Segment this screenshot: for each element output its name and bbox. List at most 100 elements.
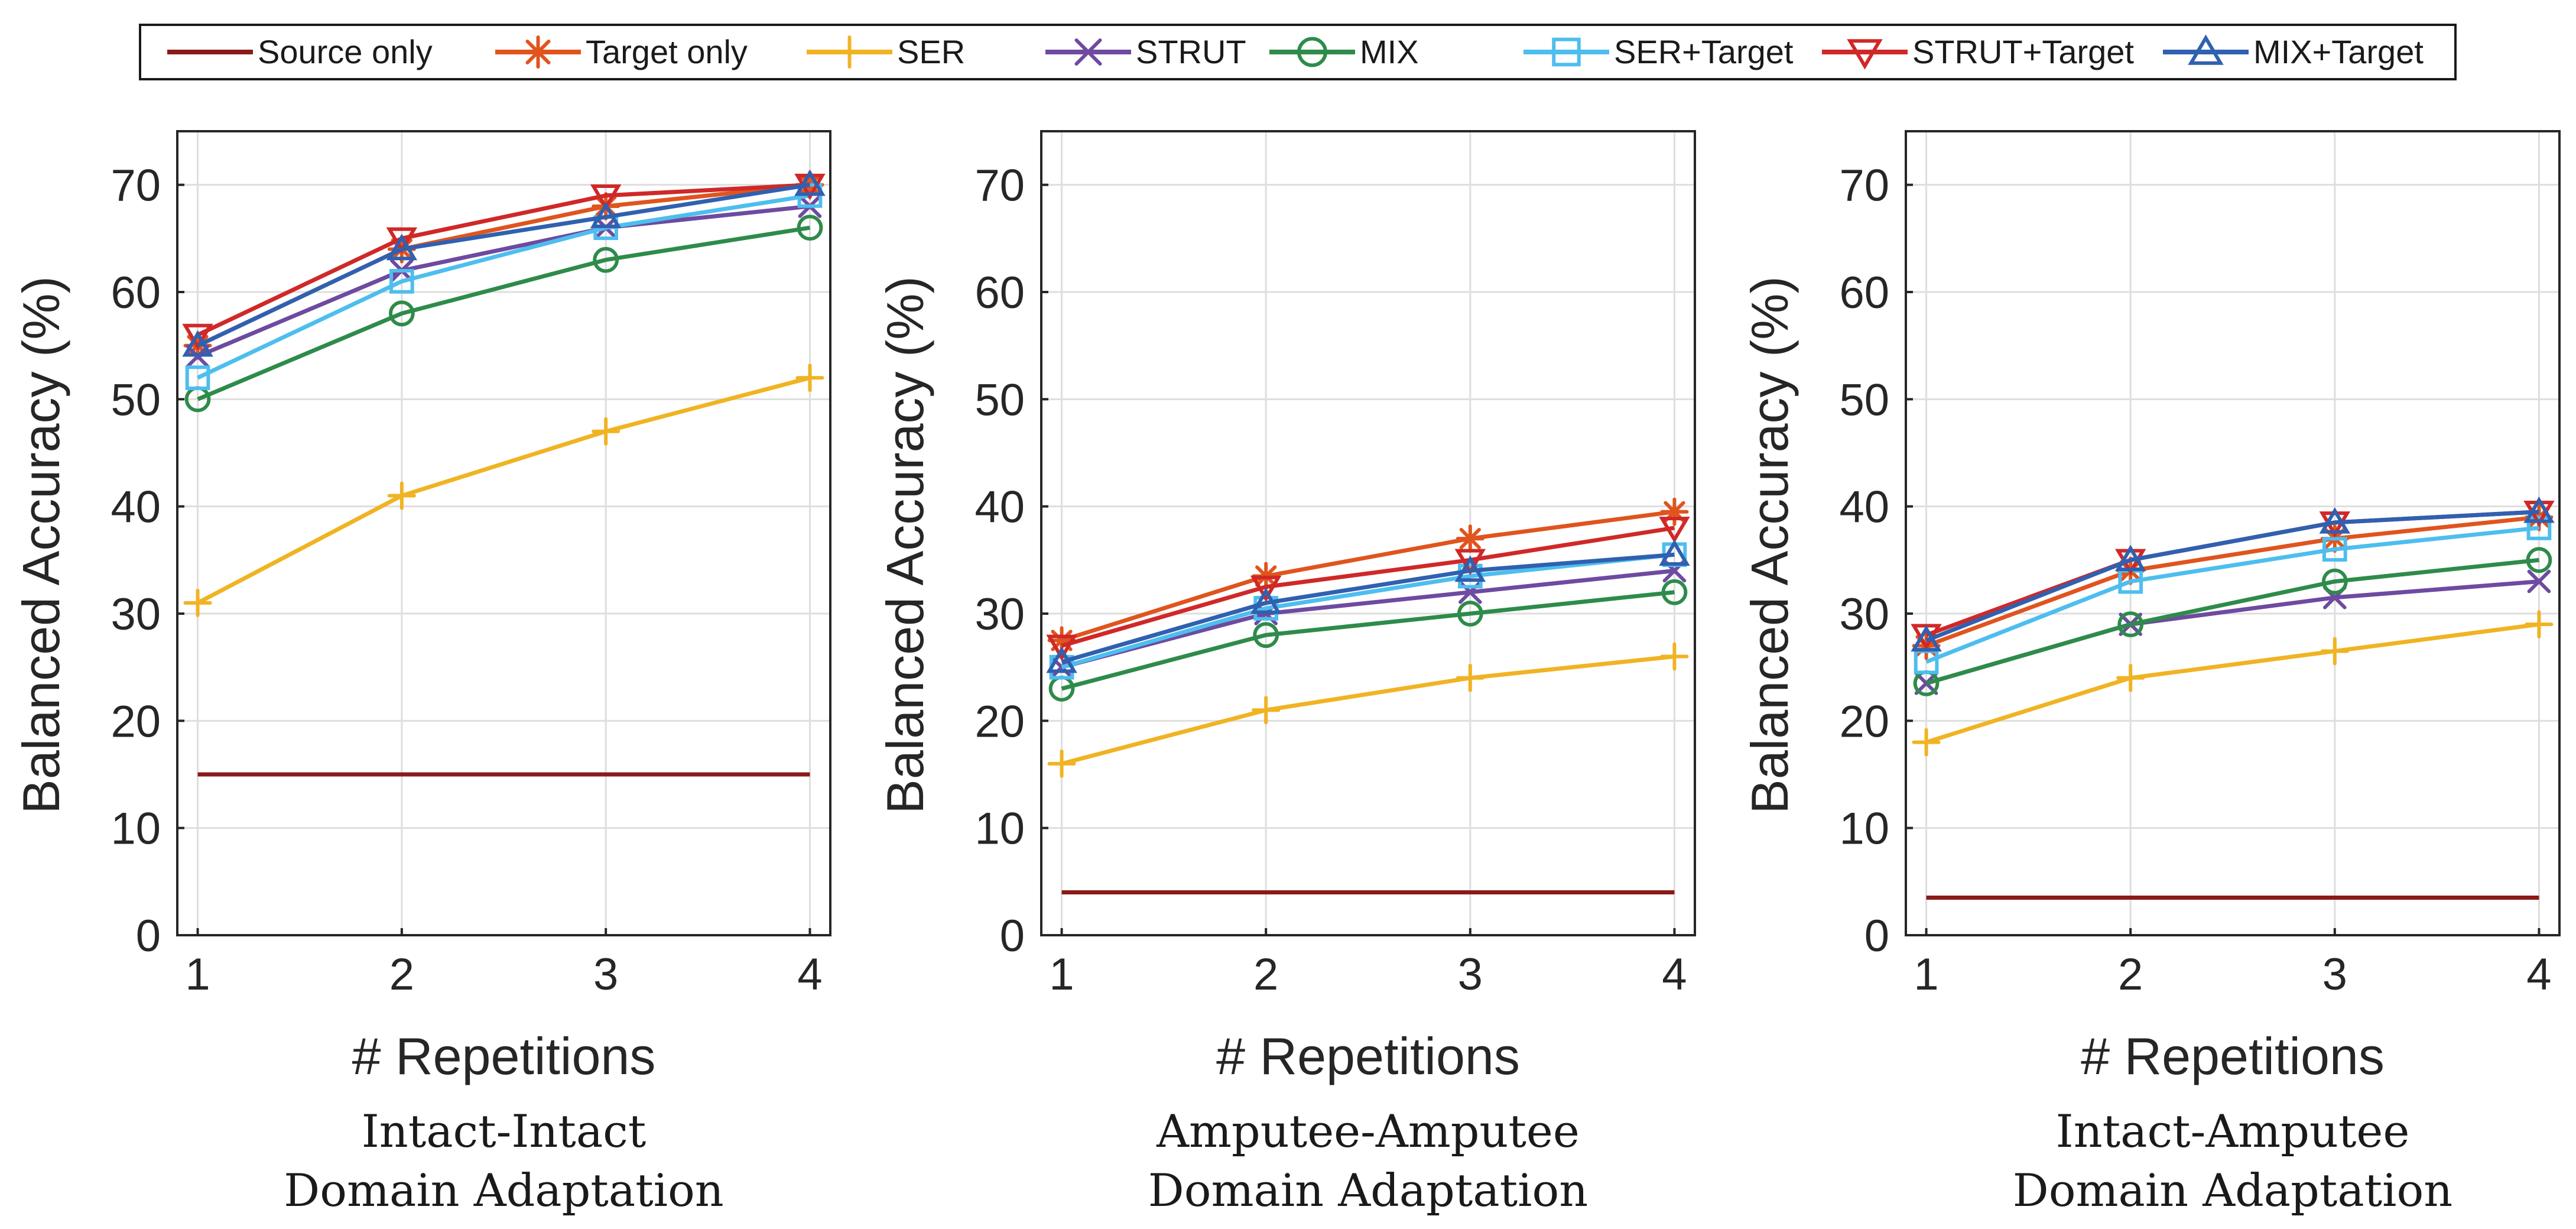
legend-marker-strut-target [1847,39,1883,70]
data-point-mix-target-3 [590,202,622,228]
data-point-ser-3 [1456,663,1484,692]
xtick-label-3: 3 [593,949,618,1000]
data-point-mix-3 [2321,568,2348,595]
series-mix-target [182,169,826,357]
legend-marker-mix-target [2188,34,2224,65]
legend-entry-mix: MIX [1269,33,1419,70]
ytick-label-20: 20 [974,696,1025,747]
series-line-mix-target [197,183,811,348]
ytick-label-0: 0 [1864,911,1889,961]
xtick-label-1: 1 [1914,949,1938,1000]
series-line-ser [196,375,811,605]
legend-marker-target-only [521,35,555,69]
series-line-mix-target [1061,552,1675,664]
legend-entry-ser: SER [807,33,965,70]
legend-marker-ser [833,35,866,69]
series-line-ser [1061,654,1675,766]
series-line-strut-target [1061,526,1675,648]
data-point-ser-target-2 [389,269,414,294]
series-mix-target [1046,539,1690,673]
data-point-ser-2 [2116,663,2145,692]
chart-panel-3: 0 10 20 30 40 50 60 70 1 2 3 4 # Repetitions Balanced… [1740,130,2561,1217]
data-point-ser-1 [1912,728,1941,757]
data-point-mix-2 [388,300,415,327]
axes-box [1040,130,1696,936]
legend-marker-strut [1074,38,1102,66]
ytick-label-40: 40 [974,482,1025,533]
xtick-label-2: 2 [389,949,414,1000]
series-line-target-only [1061,510,1675,643]
legend-entry-ser-target: SER+Target [1523,33,1794,70]
data-point-mix-2 [2117,611,2144,638]
series-ser [183,364,824,617]
data-point-strut-target-2 [386,227,418,254]
data-point-mix-target-4 [1659,539,1690,566]
legend-entry-strut: STRUT [1045,33,1246,70]
xtick-label-1: 1 [1049,949,1074,1000]
series-line-mix [1925,557,2539,686]
ytick-label-30: 30 [111,589,161,640]
chart-caption-line-1: Intact-Intact [362,1105,647,1157]
plot-area [1906,131,2559,935]
ytick-label-50: 50 [1839,375,1889,425]
xtick-label-3: 3 [1458,949,1483,1000]
data-point-ser-4 [1660,642,1689,671]
y-axis-label: Balanced Accuracy (%) [876,276,934,814]
data-point-mix-target-3 [2319,507,2351,534]
data-point-strut-target-1 [182,323,213,351]
legend-label-ser: SER [897,33,965,70]
data-point-ser-4 [2525,610,2554,639]
data-point-target-only-4 [1660,497,1689,526]
ytick-label-0: 0 [136,911,161,961]
data-point-ser-target-1 [185,365,210,390]
data-point-mix-target-2 [1250,587,1282,614]
chart-caption-line-2: Domain Adaptation [2013,1164,2452,1217]
data-point-target-only-3 [1456,524,1484,553]
xtick-label-4: 4 [797,949,822,1000]
data-point-mix-target-1 [182,330,213,357]
legend-label-mix-target: MIX+Target [2253,33,2424,70]
ytick-label-40: 40 [111,482,161,533]
ytick-label-70: 70 [974,161,1025,211]
ytick-label-10: 10 [1839,804,1889,854]
x-axis-label: # Repetitions [352,1027,656,1085]
ytick-label-10: 10 [974,804,1025,854]
data-point-mix-target-4 [794,169,826,196]
data-point-mix-target-2 [2114,544,2146,572]
xtick-label-2: 2 [2118,949,2143,1000]
data-point-ser-3 [592,417,621,446]
data-point-mix-3 [1457,601,1483,627]
series-mix-target [1911,496,2555,652]
data-point-mix-2 [1253,622,1279,648]
xtick-label-2: 2 [1253,949,1278,1000]
legend-label-strut-target: STRUT+Target [1912,33,2134,70]
data-point-ser-4 [795,364,824,393]
ytick-label-70: 70 [1839,161,1889,211]
data-point-ser-1 [1047,749,1076,778]
data-point-mix-target-1 [1046,646,1077,673]
data-point-strut-target-2 [1250,575,1282,602]
legend-entry-target-only: Target only [495,33,748,70]
legend-entry-source-only: Source only [167,33,433,70]
ytick-label-60: 60 [1839,268,1889,318]
series-line-strut [197,204,810,359]
chart-panel-2: 0 10 20 30 40 50 60 70 1 2 3 4 # Repetitions Balanced… [876,130,1696,1217]
legend-marker-ser-target [1552,37,1581,67]
legend-label-ser-target: SER+Target [1614,33,1794,70]
data-point-mix-target-4 [2523,496,2555,523]
legend-label-strut: STRUT [1136,33,1246,70]
x-axis-label: # Repetitions [2081,1027,2385,1085]
series-line-strut [1061,568,1675,670]
data-point-ser-2 [1252,696,1281,725]
data-point-mix-target-3 [1454,555,1486,582]
data-point-mix-4 [2526,547,2552,573]
xtick-label-4: 4 [1662,949,1687,1000]
legend-entry-mix-target: MIX+Target [2163,33,2424,70]
data-point-strut-4 [2527,569,2551,594]
ytick-label-60: 60 [111,268,161,318]
series-ser [1912,610,2554,757]
x-axis-label: # Repetitions [1216,1027,1520,1085]
ytick-label-70: 70 [111,161,161,211]
